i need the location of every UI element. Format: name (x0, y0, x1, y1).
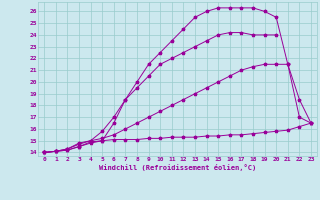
X-axis label: Windchill (Refroidissement éolien,°C): Windchill (Refroidissement éolien,°C) (99, 164, 256, 171)
